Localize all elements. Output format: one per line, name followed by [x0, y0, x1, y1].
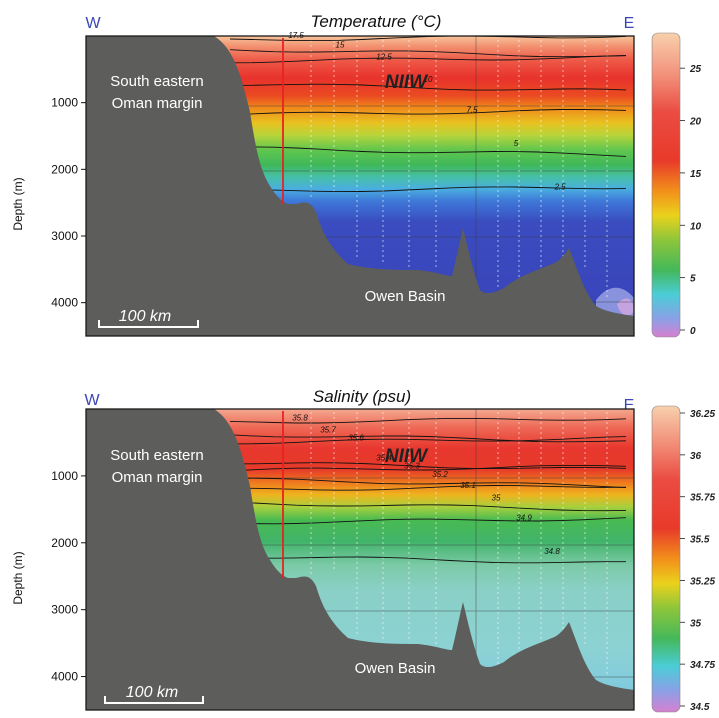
salinity-contour-line: [229, 417, 627, 424]
temperature-region-label-2: Oman margin: [112, 95, 203, 112]
temperature-colorbar-tick-label: 20: [689, 117, 702, 128]
salinity-colorbar-tick-label: 35.25: [690, 576, 715, 587]
temperature-scale-label: 100 km: [119, 308, 171, 325]
salinity-y-tick-label: 3000: [51, 603, 78, 617]
temperature-contour-label: 5: [514, 139, 519, 148]
salinity-contour-label: 35.7: [320, 425, 336, 434]
temperature-title: Temperature (°C): [311, 12, 442, 31]
salinity-colorbar-tick-label: 34.5: [690, 702, 710, 713]
temperature-contour-line: [229, 55, 627, 64]
salinity-contour-label: 34.9: [516, 514, 532, 523]
salinity-panel: Salinity (psu) W E 35.835.735.635.435.33…: [11, 387, 715, 713]
temperature-panel: Temperature (°C) W E 17.51512.5107.552.5…: [11, 12, 702, 338]
temperature-bottom-spot: [617, 298, 634, 316]
temperature-contour-line: [229, 83, 627, 91]
salinity-basin-label: Owen Basin: [355, 660, 436, 677]
salinity-contour-label: 35: [492, 494, 501, 503]
salinity-seafloor: [86, 409, 634, 710]
salinity-region-label-1: South eastern: [110, 447, 203, 464]
salinity-west-label: W: [84, 392, 100, 409]
salinity-contour-line: [229, 556, 626, 564]
salinity-colorbar-tick-label: 36.25: [690, 409, 715, 420]
temperature-colorbar-tick-label: 0: [690, 326, 696, 337]
salinity-y-axis-label: Depth (m): [11, 551, 25, 604]
temperature-y-tick-label: 4000: [51, 296, 78, 310]
salinity-contour-line: [229, 462, 627, 470]
temperature-region-label-1: South eastern: [110, 73, 203, 90]
temperature-station-lines: [310, 40, 608, 300]
temperature-basin-label: Owen Basin: [365, 288, 446, 305]
temperature-contour-line: [230, 186, 627, 193]
temperature-y-tick-label: 1000: [51, 96, 78, 110]
salinity-colorbar-tick-label: 35.75: [690, 493, 715, 504]
temperature-colorbar-tick-label: 15: [690, 169, 702, 180]
salinity-contour-line: [229, 477, 627, 489]
salinity-colorbar-tick-label: 36: [690, 451, 702, 462]
temperature-y-ticks: 1000 2000 3000 4000: [51, 96, 86, 310]
salinity-title: Salinity (psu): [313, 387, 411, 406]
temperature-contour-line: [229, 49, 627, 58]
temperature-contour-line: [229, 109, 627, 116]
salinity-y-tick-label: 4000: [51, 670, 78, 684]
salinity-east-label: E: [624, 397, 635, 414]
temperature-scale-bar: [98, 320, 199, 328]
temperature-frame: [85, 35, 635, 337]
salinity-region-label-2: Oman margin: [112, 469, 203, 486]
salinity-scale-bar: [104, 696, 204, 704]
salinity-contour-line: [229, 436, 627, 445]
temperature-colorbar-tick-label: 5: [690, 274, 696, 285]
salinity-scale-label: 100 km: [126, 684, 178, 701]
salinity-colorbar-tick-label: 34.75: [690, 660, 715, 671]
salinity-y-tick-label: 2000: [51, 536, 78, 550]
temperature-colorbar-ticks: 25 20 15 10 5 0: [680, 64, 702, 337]
salinity-colorbar-tick-label: 35: [690, 618, 702, 629]
salinity-contour-label: 35.6: [348, 433, 364, 442]
salinity-niiw-label: NIIW: [385, 446, 429, 467]
salinity-contour-line: [229, 434, 627, 443]
temperature-contour-label: 7.5: [466, 106, 478, 115]
temperature-colorbar: [651, 32, 681, 338]
temperature-niiw-label: NIIW: [385, 72, 429, 93]
temperature-east-label: E: [624, 15, 635, 32]
salinity-contour-line: [229, 501, 627, 512]
salinity-contour-line: [230, 485, 627, 491]
temperature-contour-line: [229, 146, 627, 157]
temperature-contour-label: 12.5: [376, 52, 392, 61]
salinity-frame: [85, 408, 635, 711]
temperature-y-axis-label: Depth (m): [11, 177, 25, 230]
temperature-contour-label: 10: [424, 75, 433, 84]
salinity-contour-line: [229, 517, 627, 525]
salinity-y-ticks: 1000 2000 3000 4000: [51, 469, 86, 684]
temperature-seafloor: [86, 36, 634, 336]
salinity-y-tick-label: 1000: [51, 469, 78, 483]
temperature-contour-label: 15: [336, 40, 345, 49]
salinity-contour-label: 35.1: [460, 481, 476, 490]
salinity-contour-label: 34.8: [544, 547, 560, 556]
salinity-contour-label: 35.2: [432, 470, 448, 479]
salinity-station-lines: [310, 412, 608, 676]
salinity-colorbar-ticks: 36.25 36 35.75 35.5 35.25 35 34.75 34.5: [680, 409, 715, 713]
temperature-contour-label: 2.5: [553, 182, 566, 191]
salinity-contour-label: 35.8: [292, 413, 308, 422]
temperature-y-tick-label: 2000: [51, 162, 78, 176]
temperature-west-label: W: [85, 15, 101, 32]
salinity-contour-label: 35.4: [376, 454, 392, 463]
temperature-colorbar-tick-label: 10: [690, 221, 702, 232]
salinity-colorbar: [651, 405, 681, 713]
salinity-contours: 35.8 35.7 35.6 35.4 35.3 35.2 35.1 35 34.9 34.8: [229, 413, 627, 564]
temperature-colorbar-tick-label: 25: [689, 64, 702, 75]
salinity-contour-label: 35.3: [404, 462, 420, 471]
temperature-y-tick-label: 3000: [51, 229, 78, 243]
salinity-colorbar-tick-label: 35.5: [690, 535, 710, 546]
salinity-contour-line: [229, 464, 627, 472]
